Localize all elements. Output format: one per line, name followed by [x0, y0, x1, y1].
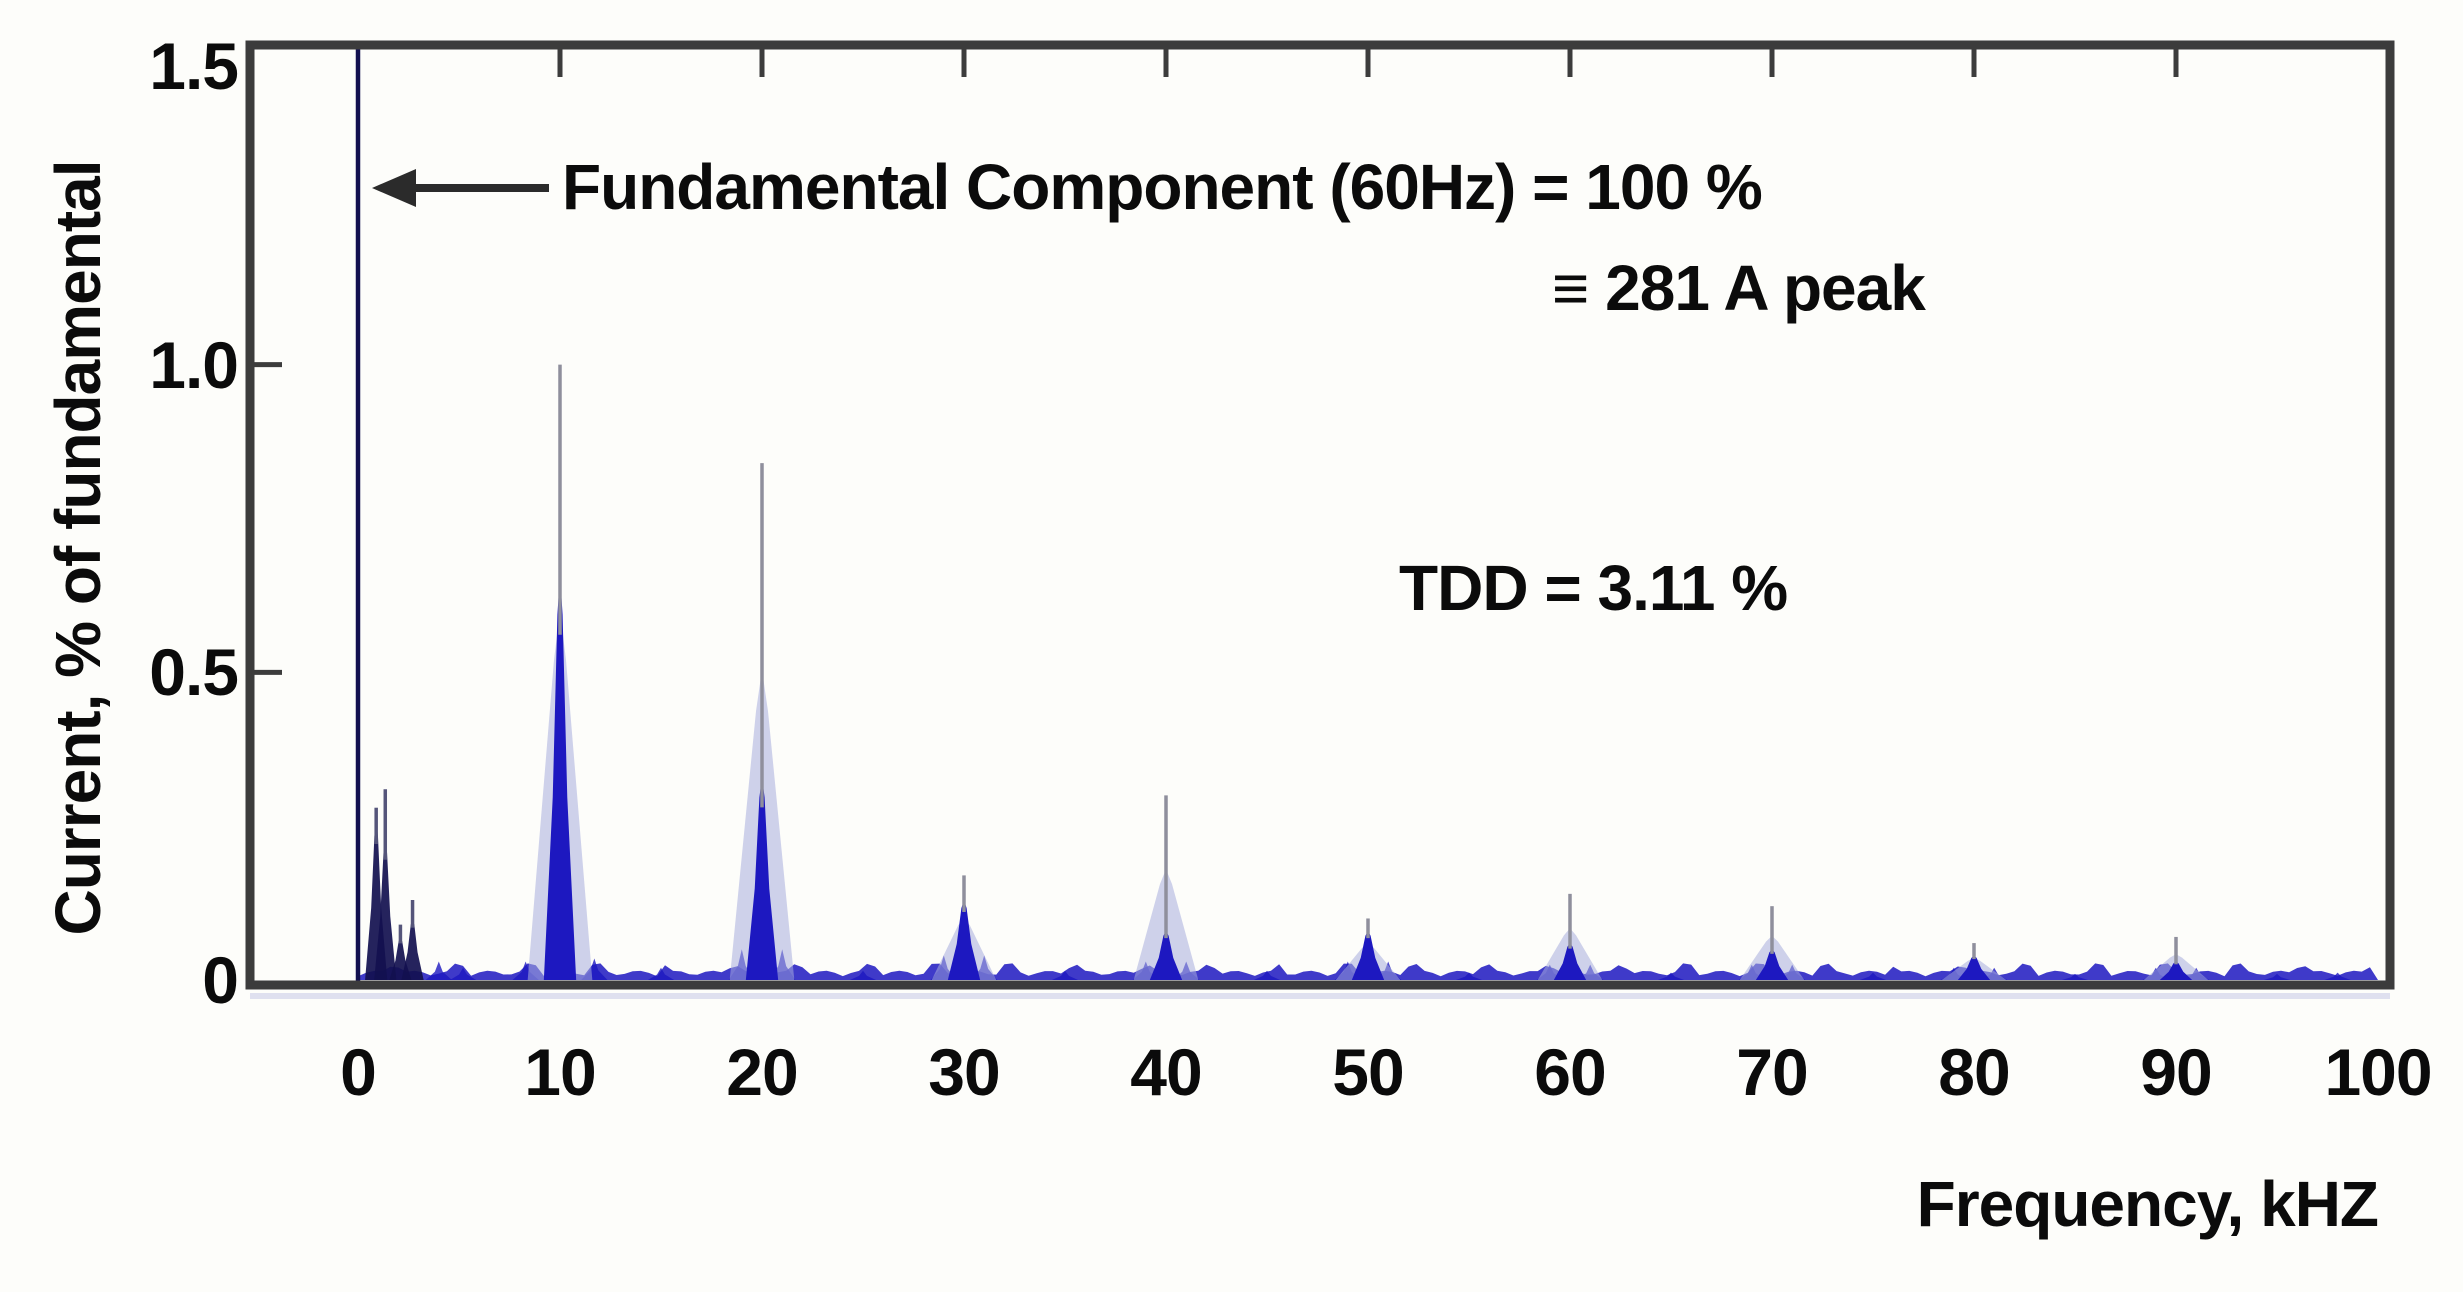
annotation-peak-equivalent: ≡ 281 A peak: [1552, 252, 1926, 324]
x-tick-label: 70: [1736, 1035, 1808, 1109]
x-tick-label: 50: [1332, 1035, 1404, 1109]
noise-bump: [1657, 972, 1685, 980]
noise-bump: [449, 967, 477, 980]
peak-body: [1351, 930, 1385, 980]
x-tick-label: 80: [1938, 1035, 2010, 1109]
peak-body: [543, 573, 577, 980]
peak-body: [1553, 943, 1587, 980]
x-tick-label: 40: [1130, 1035, 1202, 1109]
noise-bump: [1455, 972, 1483, 980]
x-tick-label: 10: [524, 1035, 596, 1109]
x-tick-label: 0: [340, 1035, 377, 1109]
plot-border: [245, 40, 2395, 990]
noise-bump: [647, 967, 675, 980]
noise-bump: [1051, 970, 1079, 980]
under-axis-band: [250, 993, 2390, 999]
peak-body: [2159, 961, 2193, 980]
x-tick-label: 100: [2324, 1035, 2432, 1109]
noise-bump: [2263, 973, 2291, 980]
spectrum-series: [355, 49, 2378, 981]
y-tick-label: 1.0: [149, 327, 239, 402]
noise-bump: [1859, 972, 1887, 980]
y-tick-label: 0.5: [149, 635, 239, 710]
peak-body: [401, 918, 424, 980]
noise-bump: [1253, 970, 1281, 980]
y-tick-label: 0: [202, 943, 239, 1017]
y-axis-title: Current, % of fundamental: [42, 160, 114, 936]
annotation-arrow-head: [372, 169, 416, 207]
noise-bump: [425, 961, 452, 980]
peak-body: [1957, 955, 1991, 980]
x-tick-label: 30: [928, 1035, 1000, 1109]
x-tick-label: 60: [1534, 1035, 1606, 1109]
noise-bump: [849, 970, 877, 980]
y-tick-label: 1.5: [149, 29, 239, 103]
annotation-fundamental-component: Fundamental Component (60Hz) = 100 %: [562, 151, 1763, 223]
noise-bump: [2061, 973, 2089, 980]
peak-body: [947, 900, 981, 980]
x-tick-label: 20: [726, 1035, 798, 1109]
peak-body: [1149, 930, 1183, 980]
peak-body: [374, 838, 397, 980]
noise-bump: [2324, 972, 2351, 980]
peak-body: [1755, 949, 1789, 980]
x-tick-label: 90: [2140, 1035, 2212, 1109]
x-axis-title: Frequency, kHZ: [1916, 1168, 2379, 1240]
peak-body: [745, 776, 779, 980]
annotation-tdd: TDD = 3.11 %: [1399, 552, 1788, 624]
